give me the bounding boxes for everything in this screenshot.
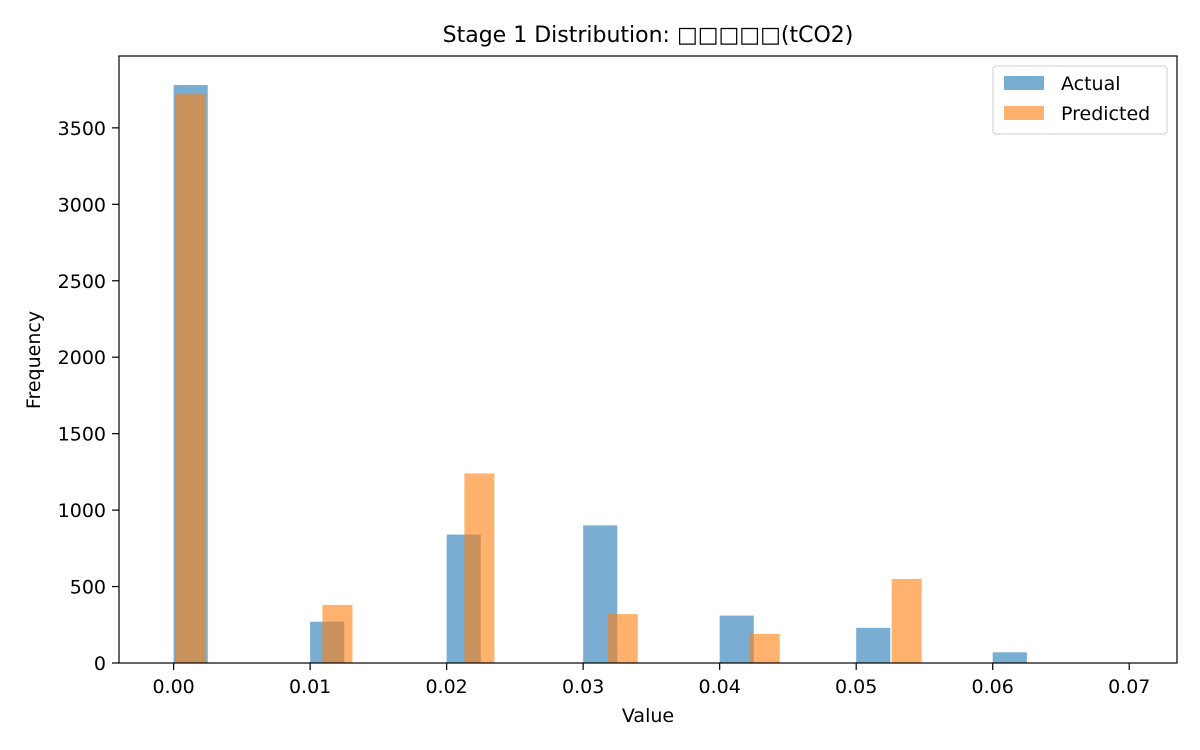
y-tick-label: 1500: [58, 424, 106, 446]
legend-label-predicted: Predicted: [1061, 103, 1150, 125]
x-tick-label: 0.07: [1108, 676, 1150, 698]
bar-predicted-5: [891, 578, 922, 663]
plot-area-frame: [118, 55, 1178, 664]
bar-actual-5: [856, 627, 891, 663]
legend-swatch-predicted: [1004, 106, 1044, 120]
bar-predicted-3: [607, 614, 638, 663]
y-tick-label: 500: [70, 577, 106, 599]
bar-predicted-4: [749, 633, 780, 663]
legend: Actual Predicted: [992, 65, 1168, 135]
y-tick-label: 3500: [58, 118, 106, 140]
x-tick-label: 0.02: [425, 676, 467, 698]
chart-title: Stage 1 Distribution: □□□□□(tCO2): [443, 23, 854, 48]
x-axis-ticks: 0.00 0.01 0.02 0.03 0.04 0.05 0.06 0.07: [152, 663, 1150, 698]
bar-actual-4: [719, 615, 754, 663]
y-tick-label: 0: [94, 653, 106, 675]
y-tick-label: 1000: [58, 500, 106, 522]
y-tick-label: 3000: [58, 194, 106, 216]
y-axis-label: Frequency: [23, 311, 45, 409]
x-tick-label: 0.03: [562, 676, 604, 698]
bar-predicted-2: [464, 473, 495, 663]
x-tick-label: 0.00: [152, 676, 194, 698]
x-tick-label: 0.01: [289, 676, 331, 698]
bar-actual-6: [992, 652, 1027, 663]
x-axis-label: Value: [622, 705, 674, 727]
x-tick-label: 0.05: [835, 676, 877, 698]
y-tick-label: 2500: [58, 271, 106, 293]
legend-label-actual: Actual: [1061, 73, 1121, 95]
x-tick-label: 0.04: [699, 676, 741, 698]
bars-layer: [173, 85, 1027, 664]
y-tick-label: 2000: [58, 347, 106, 369]
bar-predicted-1: [322, 604, 353, 663]
x-tick-label: 0.06: [972, 676, 1014, 698]
bar-predicted-0: [174, 94, 206, 663]
y-axis-ticks: 0 500 1000 1500 2000 2500 3000 3500: [58, 118, 119, 675]
legend-swatch-actual: [1004, 76, 1044, 90]
